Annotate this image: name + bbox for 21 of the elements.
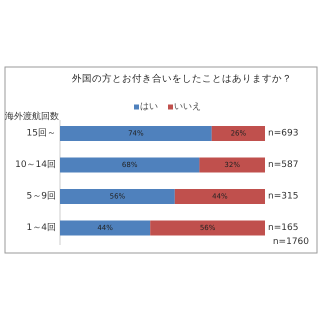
bar — [60, 220, 150, 236]
y-tick-label: 5～9回 — [26, 192, 56, 202]
chart-title: 外国の方とお付き合いをしたことはありますか？ — [72, 72, 292, 84]
bar — [150, 220, 265, 236]
bar — [174, 189, 265, 204]
bar — [60, 126, 212, 141]
bar — [199, 158, 265, 172]
text: n=165 — [268, 223, 298, 233]
y-tick-label: 15回～ — [26, 128, 56, 138]
bar — [212, 126, 265, 141]
bar — [60, 189, 175, 204]
text: n=1760 — [272, 237, 310, 247]
y-tick-label: 1～4回 — [26, 223, 56, 233]
y-tick-label: 10～14回 — [15, 160, 56, 170]
text: n=693 — [268, 128, 298, 138]
legend-label: いいえ — [174, 102, 201, 112]
text: n=315 — [268, 192, 298, 202]
y-axis-title: 海外渡航回数 — [5, 111, 59, 122]
legend-label: はい — [140, 102, 158, 112]
bar — [60, 158, 200, 172]
text: n=587 — [268, 160, 298, 170]
